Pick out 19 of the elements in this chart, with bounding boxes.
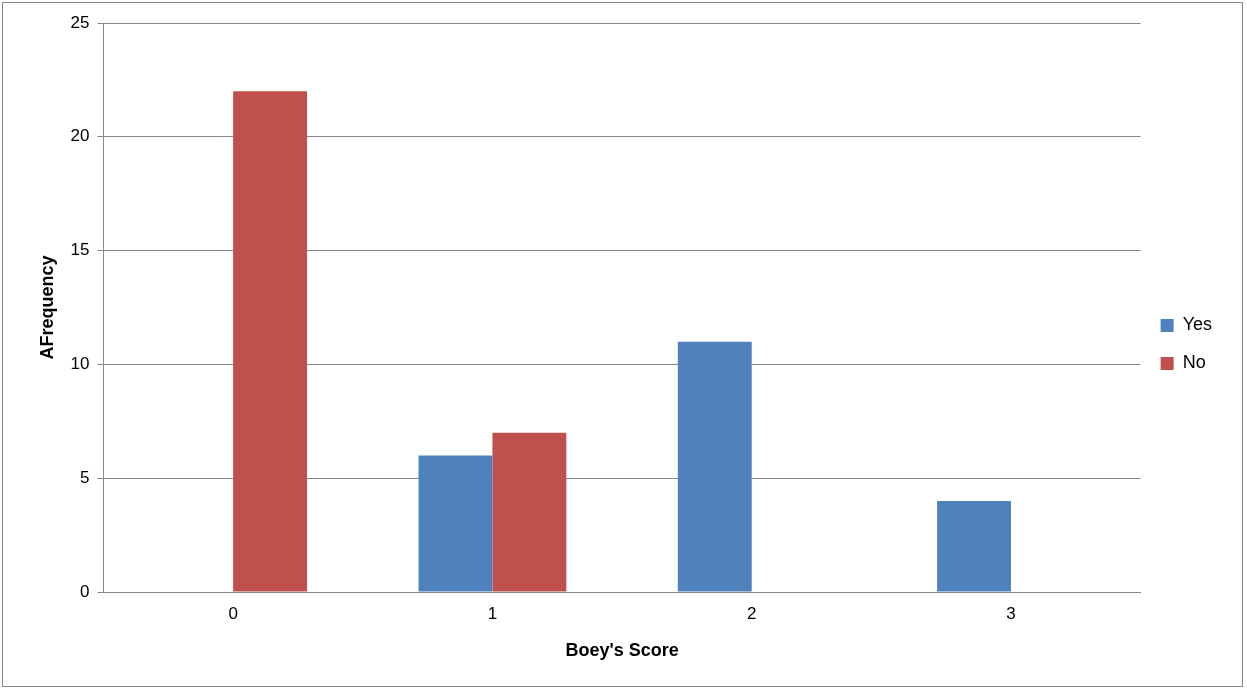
legend-label: No	[1182, 352, 1206, 373]
legend-label: Yes	[1182, 314, 1213, 335]
y-tick-label: 5	[80, 467, 90, 487]
y-tick-label: 10	[70, 354, 90, 374]
y-tick-label: 20	[70, 126, 90, 146]
y-tick-label: 0	[80, 581, 90, 601]
y-axis-title: AFrequency	[36, 255, 57, 360]
x-axis-title: Boey's Score	[565, 640, 679, 661]
bar	[233, 91, 308, 592]
x-tick-label: 1	[487, 603, 498, 623]
x-tick-label: 3	[1006, 603, 1016, 623]
bar	[418, 455, 493, 592]
y-tick-label: 25	[70, 12, 90, 32]
bar	[492, 432, 567, 592]
bar	[937, 500, 1011, 592]
x-tick-label: 0	[228, 603, 238, 623]
bar	[677, 341, 752, 592]
y-tick-label: 15	[70, 240, 90, 260]
x-tick-label: 2	[746, 603, 757, 623]
